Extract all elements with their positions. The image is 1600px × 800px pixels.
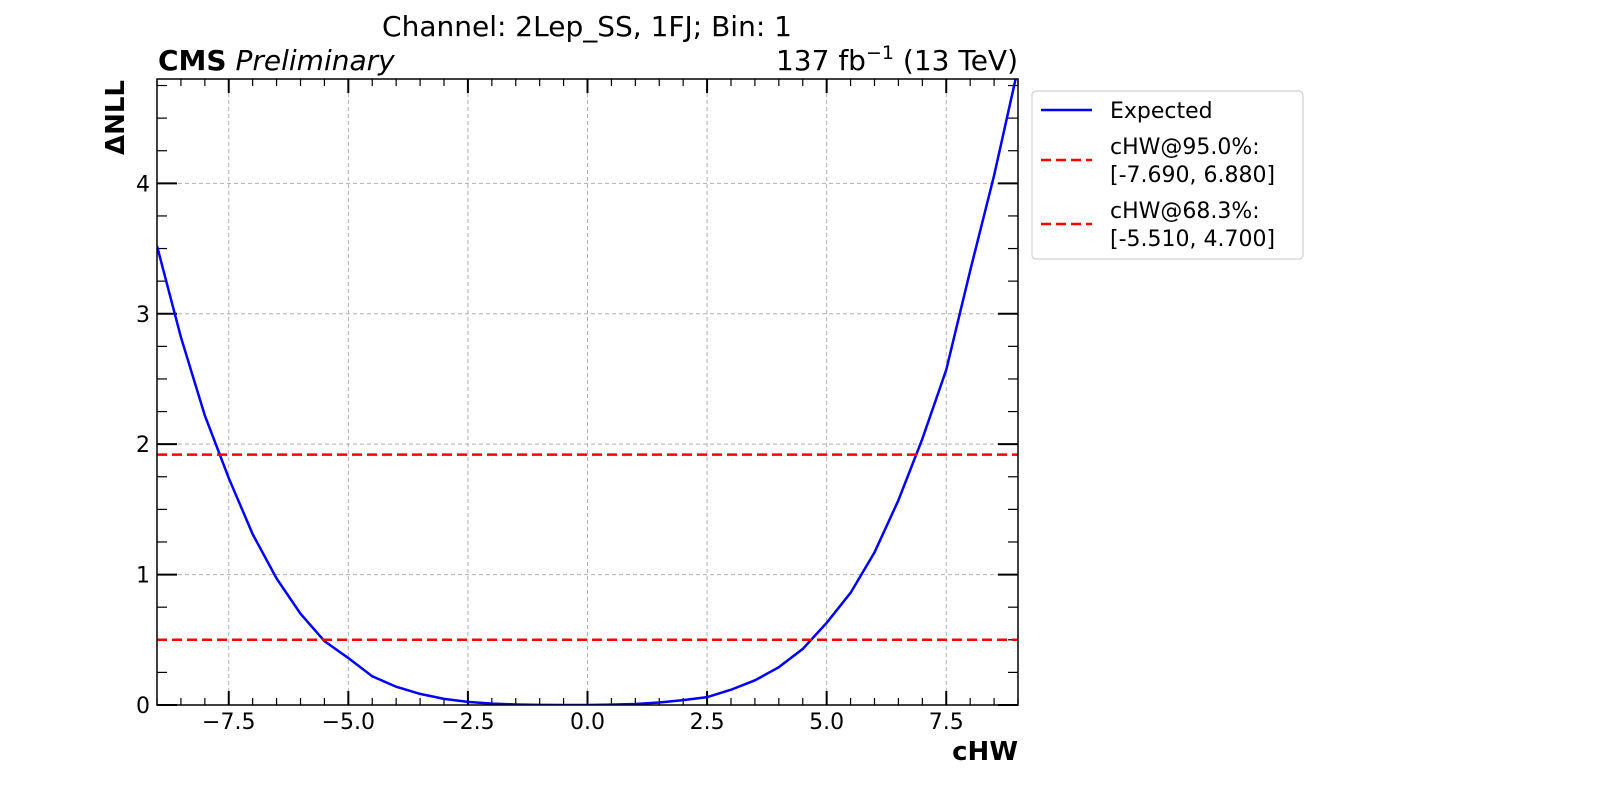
experiment-label: CMS Preliminary	[158, 44, 395, 77]
y-axis-label: ΔNLL	[101, 80, 131, 155]
legend-label: [-5.510, 4.700]	[1110, 227, 1275, 252]
y-tick-label: 4	[136, 172, 150, 197]
legend-label: Expected	[1110, 99, 1213, 124]
x-tick-label: 7.5	[929, 710, 964, 735]
x-tick-label: −2.5	[441, 710, 494, 735]
y-tick-label: 3	[136, 303, 150, 328]
x-tick-label: −5.0	[322, 710, 375, 735]
plot-frame	[156, 78, 1019, 706]
x-tick-label: 0.0	[570, 710, 605, 735]
plot-area: −7.5 −5.0 −2.5 0.0 2.5 5.0 7.5 0 1 2 3 4	[136, 78, 1019, 735]
chart-title: Channel: 2Lep_SS, 1FJ; Bin: 1	[382, 10, 792, 43]
status: Preliminary	[235, 44, 395, 77]
x-axis-label: cHW	[952, 737, 1018, 767]
y-tick-label: 1	[136, 564, 150, 589]
lumi-label: 137 fb−1 (13 TeV)	[776, 42, 1018, 77]
y-tick-label: 0	[136, 694, 150, 719]
legend-label: cHW@95.0%:	[1110, 135, 1260, 160]
experiment: CMS	[158, 44, 227, 77]
legend-box	[1031, 90, 1304, 260]
y-tick-label: 2	[136, 433, 150, 458]
x-tick-label: −7.5	[202, 710, 255, 735]
x-tick-label: 5.0	[809, 710, 844, 735]
lumi-energy: (13 TeV)	[903, 44, 1018, 77]
lumi-value: 137 fb	[776, 44, 866, 77]
lumi-exponent: −1	[866, 42, 894, 64]
legend-label: [-7.690, 6.880]	[1110, 163, 1275, 188]
curve	[157, 79, 1017, 705]
x-tick-label: 2.5	[690, 710, 725, 735]
legend-label: cHW@68.3%:	[1110, 199, 1260, 224]
legend: Expected cHW@95.0%: [-7.690, 6.880] cHW@68.…	[1031, 90, 1304, 260]
